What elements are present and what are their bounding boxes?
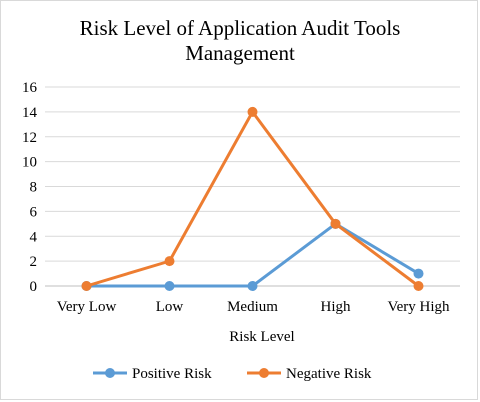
y-tick-label: 2 — [30, 254, 38, 270]
chart-title-line-1: Risk Level of Application Audit Tools — [79, 16, 401, 40]
y-tick-label: 16 — [22, 80, 38, 96]
legend-swatch-marker — [105, 368, 115, 378]
legend-swatch-marker — [259, 368, 269, 378]
legend-label: Negative Risk — [286, 366, 372, 382]
y-tick-label: 4 — [30, 229, 38, 245]
x-tick-label: Very Low — [57, 299, 117, 315]
gridlines — [45, 86, 460, 287]
x-tick-labels: Very Low Low Medium High Very High — [57, 299, 450, 315]
series-line-2 — [85, 110, 420, 288]
data-point — [247, 281, 258, 291]
y-tick-label: 8 — [30, 180, 38, 196]
y-tick-label: 6 — [30, 204, 38, 220]
data-point — [81, 281, 92, 291]
data-point — [164, 281, 175, 291]
chart-title-line-2: Management — [185, 41, 295, 65]
legend: Positive Risk Negative Risk — [93, 366, 372, 382]
series-line-1 — [85, 222, 420, 288]
legend-label: Positive Risk — [132, 366, 212, 382]
x-tick-label: High — [321, 299, 352, 315]
x-tick-label: Medium — [227, 299, 278, 315]
data-point — [247, 106, 258, 117]
x-axis-label: Risk Level — [229, 329, 294, 345]
y-tick-label: 14 — [22, 105, 38, 121]
chart-title: Risk Level of Application Audit Tools Ma… — [0, 16, 480, 66]
data-point — [164, 256, 175, 267]
y-tick-label: 12 — [22, 130, 37, 146]
y-tick-label: 10 — [22, 155, 37, 171]
x-tick-label: Low — [156, 299, 184, 315]
data-point — [413, 268, 424, 279]
data-point — [413, 281, 424, 291]
y-tick-labels: 0 2 4 6 8 10 12 14 16 — [22, 80, 38, 295]
y-tick-label: 0 — [30, 279, 38, 295]
data-point — [330, 218, 341, 229]
series-group — [81, 106, 424, 291]
x-tick-label: Very High — [387, 299, 450, 315]
